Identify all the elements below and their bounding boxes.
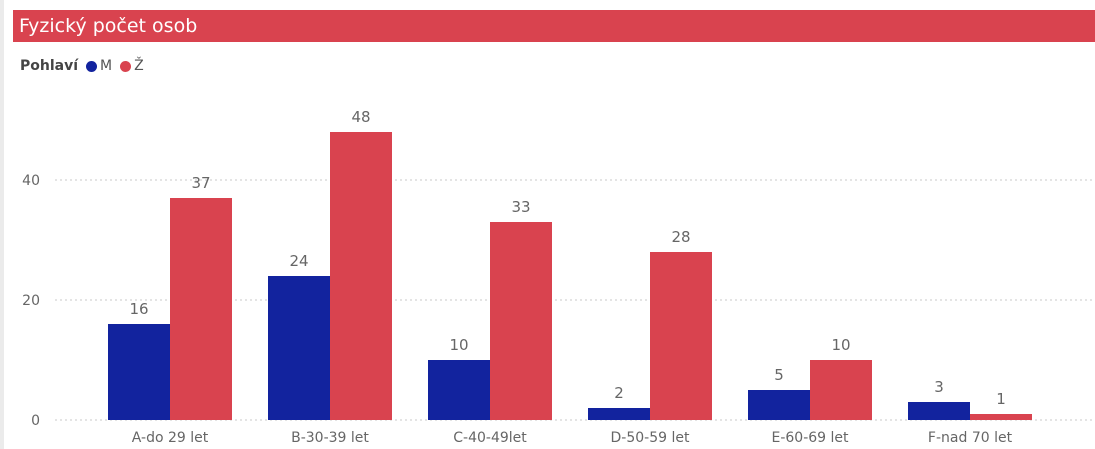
data-label-m-4: 5 — [774, 366, 784, 384]
y-tick-label-0: 0 — [31, 413, 40, 429]
legend-dot-z — [120, 60, 132, 72]
data-label-m-0: 16 — [129, 300, 148, 318]
bar-m-0[interactable] — [108, 324, 170, 420]
bar-z-2[interactable] — [490, 222, 552, 420]
y-tick-label-20: 20 — [22, 293, 40, 309]
y-tick-label-40: 40 — [22, 173, 40, 189]
data-label-z-1: 48 — [351, 108, 370, 126]
bar-m-3[interactable] — [588, 408, 650, 420]
data-label-z-5: 1 — [996, 390, 1006, 408]
chart-title: Fyzický počet osob — [13, 10, 1095, 42]
x-tick-label-5: F-nad 70 let — [928, 430, 1013, 446]
x-tick-label-0: A-do 29 let — [132, 430, 209, 446]
bar-m-4[interactable] — [748, 390, 810, 420]
bar-z-1[interactable] — [330, 132, 392, 420]
bar-z-3[interactable] — [650, 252, 712, 420]
legend-label-z: Ž — [134, 58, 144, 74]
data-label-z-4: 10 — [831, 336, 850, 354]
bar-m-1[interactable] — [268, 276, 330, 420]
legend-item-z[interactable]: Ž — [120, 58, 144, 74]
data-label-m-1: 24 — [289, 252, 308, 270]
x-tick-label-3: D-50-59 let — [611, 430, 690, 446]
legend-title: Pohlaví — [20, 58, 79, 74]
bar-m-5[interactable] — [908, 402, 970, 420]
data-label-z-0: 37 — [191, 174, 210, 192]
legend: Pohlaví M Ž — [20, 56, 152, 76]
x-tick-label-4: E-60-69 let — [771, 430, 849, 446]
bar-z-0[interactable] — [170, 198, 232, 420]
data-label-m-3: 2 — [614, 384, 624, 402]
bar-z-4[interactable] — [810, 360, 872, 420]
data-label-z-3: 28 — [671, 228, 690, 246]
x-tick-label-2: C-40-49let — [453, 430, 527, 446]
legend-dot-m — [86, 60, 98, 72]
legend-label-m: M — [100, 58, 113, 74]
bar-z-5[interactable] — [970, 414, 1032, 420]
bar-m-2[interactable] — [428, 360, 490, 420]
data-label-m-5: 3 — [934, 378, 944, 396]
data-label-m-2: 10 — [449, 336, 468, 354]
x-tick-label-1: B-30-39 let — [291, 430, 369, 446]
legend-item-m[interactable]: M — [86, 58, 112, 74]
data-label-z-2: 33 — [511, 198, 530, 216]
